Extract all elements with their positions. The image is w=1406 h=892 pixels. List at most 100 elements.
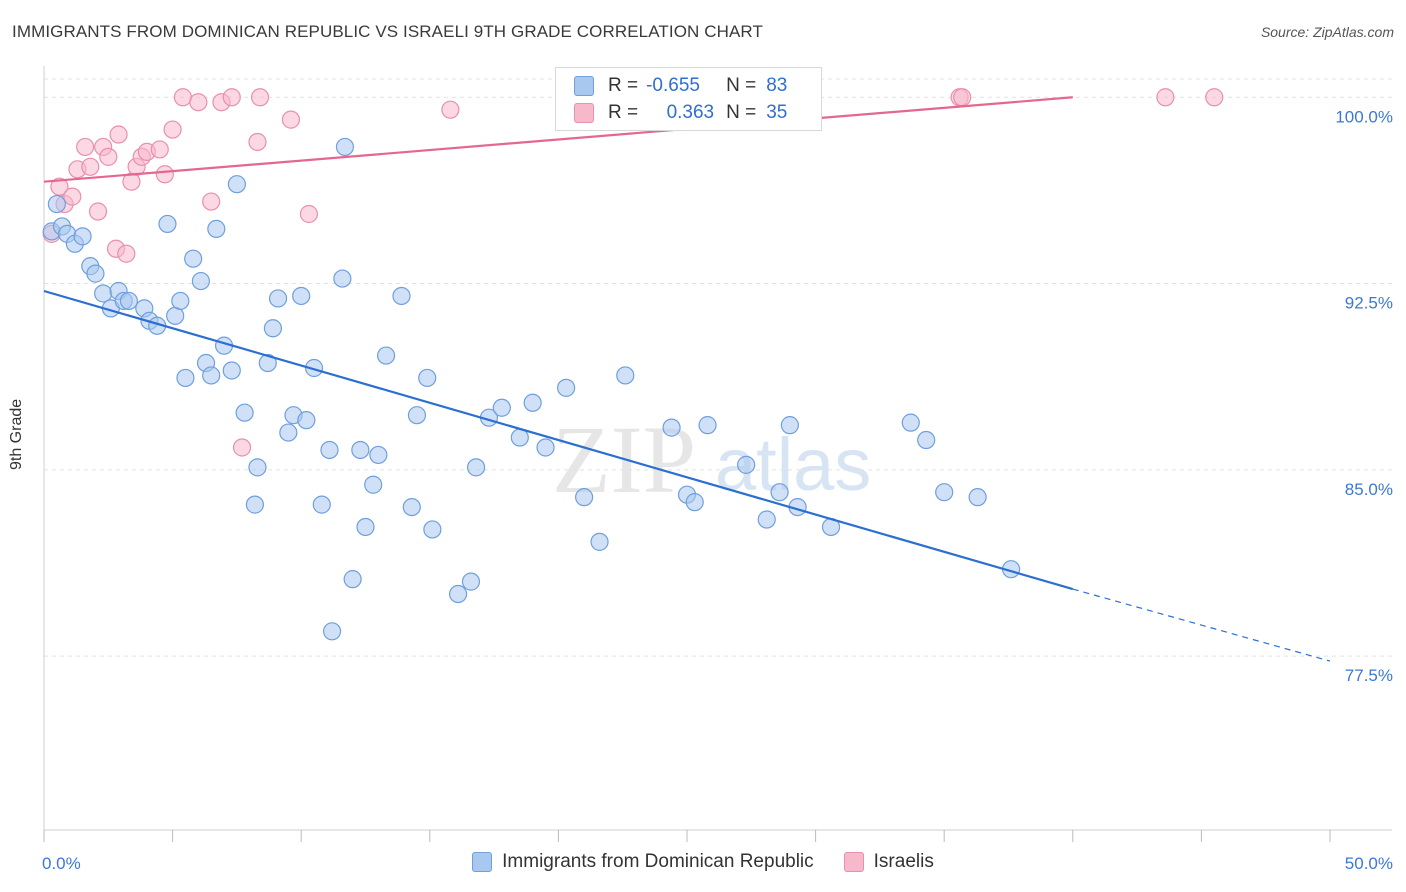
dominican-point: [235, 403, 254, 422]
israelis-point: [248, 132, 267, 152]
dominican-point: [202, 366, 221, 385]
dominican-point: [901, 413, 920, 432]
n-value: 83: [766, 75, 788, 96]
dominican-point: [461, 572, 481, 591]
dominican-point: [263, 319, 283, 338]
dominican-point: [248, 458, 267, 477]
israelis-point: [155, 165, 174, 184]
israelis-point: [88, 202, 108, 221]
legend-label: Immigrants from Dominican Republic: [502, 851, 814, 872]
dominican-point: [698, 416, 717, 435]
stats-row-israelis: R = 0.363 N = 35: [574, 100, 787, 126]
dominican-point: [322, 622, 342, 641]
r-value: 0.363: [666, 102, 715, 123]
series-legend: Immigrants from Dominican Republic Israe…: [0, 851, 1406, 873]
n-label: N =: [726, 75, 757, 96]
israelis-point: [299, 204, 319, 224]
dominican-point: [523, 393, 542, 412]
dominican-point: [968, 488, 987, 507]
israelis-point: [76, 137, 95, 157]
dominican-point: [448, 584, 468, 604]
israelis-point: [1205, 88, 1224, 107]
israelis-point: [109, 125, 128, 144]
legend-item-dominican[interactable]: Immigrants from Dominican Republic: [472, 851, 814, 873]
dominican-point: [119, 291, 138, 311]
dominican-point: [258, 353, 277, 373]
dominican-points: [42, 137, 1021, 641]
y-tick-label: 100.0%: [1335, 107, 1393, 126]
dominican-point: [351, 440, 370, 460]
dominican-point: [158, 214, 177, 234]
israelis-trend-line: [43, 96, 1073, 183]
dominican-point: [304, 358, 324, 378]
dominican-point: [536, 438, 555, 457]
israelis-point: [441, 100, 460, 119]
dominican-point: [935, 483, 954, 502]
dominican-trend-extension: [1072, 588, 1331, 662]
dominican-point: [191, 271, 210, 291]
r-label: R =: [608, 75, 639, 96]
dominican-point: [171, 291, 190, 311]
israelis-point: [81, 157, 100, 176]
dominican-point: [343, 570, 362, 589]
dominican-swatch: [472, 852, 493, 872]
r-value: -0.655: [646, 75, 700, 96]
israelis-point: [232, 438, 252, 457]
dominican-trend-line: [43, 289, 1074, 591]
stats-legend: R = -0.655 N = 83 R = 0.363 N = 35: [555, 67, 822, 131]
y-tick-label: 77.5%: [1345, 666, 1393, 685]
dominican-point: [245, 495, 265, 514]
dominican-point: [320, 440, 339, 460]
dominican-swatch: [574, 76, 594, 96]
dominican-point: [312, 495, 331, 514]
dominican-point: [47, 194, 66, 214]
israelis-point: [250, 88, 270, 107]
dominican-point: [184, 249, 203, 268]
tick-labels: 77.5% 85.0% 92.5% 100.0% 0.0% 50.0%: [42, 107, 1393, 873]
chart-title: IMMIGRANTS FROM DOMINICAN REPUBLIC VS IS…: [12, 22, 763, 41]
y-tick-label: 85.0%: [1345, 480, 1393, 499]
dominican-point: [227, 175, 246, 194]
israelis-point: [173, 88, 192, 107]
dominican-point: [292, 286, 311, 306]
dominican-point: [364, 475, 383, 494]
dominican-point: [423, 520, 442, 539]
israelis-point: [202, 192, 221, 211]
dominican-point: [418, 368, 437, 388]
trend-lines: [43, 96, 1331, 662]
israelis-point: [281, 110, 301, 129]
dominican-point: [222, 361, 241, 380]
dominican-point: [590, 532, 609, 551]
dominican-point: [279, 423, 298, 442]
r-label: R =: [608, 102, 639, 123]
dominican-point: [662, 418, 681, 437]
dominican-point: [917, 430, 936, 450]
dominican-point: [268, 289, 288, 308]
israelis-point: [163, 120, 182, 139]
dominican-point: [616, 366, 635, 385]
israelis-point: [1156, 88, 1175, 107]
dominican-point: [466, 458, 486, 477]
legend-item-israelis[interactable]: Israelis: [843, 851, 934, 873]
x-tick-label: 0.0%: [42, 854, 81, 873]
israelis-point: [50, 177, 69, 196]
dominican-point: [737, 455, 756, 474]
dominican-point: [407, 406, 427, 425]
israelis-point: [99, 147, 118, 166]
dominican-point: [392, 286, 411, 306]
n-label: N =: [726, 102, 757, 123]
dominican-point: [402, 497, 421, 517]
dominican-point: [492, 398, 511, 417]
israelis-point: [222, 88, 241, 107]
dominican-point: [575, 488, 594, 507]
dominican-point: [333, 269, 352, 288]
israelis-point: [953, 88, 972, 107]
source-note: Source: ZipAtlas.com: [1260, 24, 1394, 40]
dominican-point: [685, 493, 704, 512]
dominican-point: [176, 368, 195, 388]
dominican-point: [757, 510, 776, 529]
dominican-point: [297, 411, 316, 430]
legend-label: Israelis: [873, 851, 934, 872]
israelis-point: [63, 187, 82, 206]
